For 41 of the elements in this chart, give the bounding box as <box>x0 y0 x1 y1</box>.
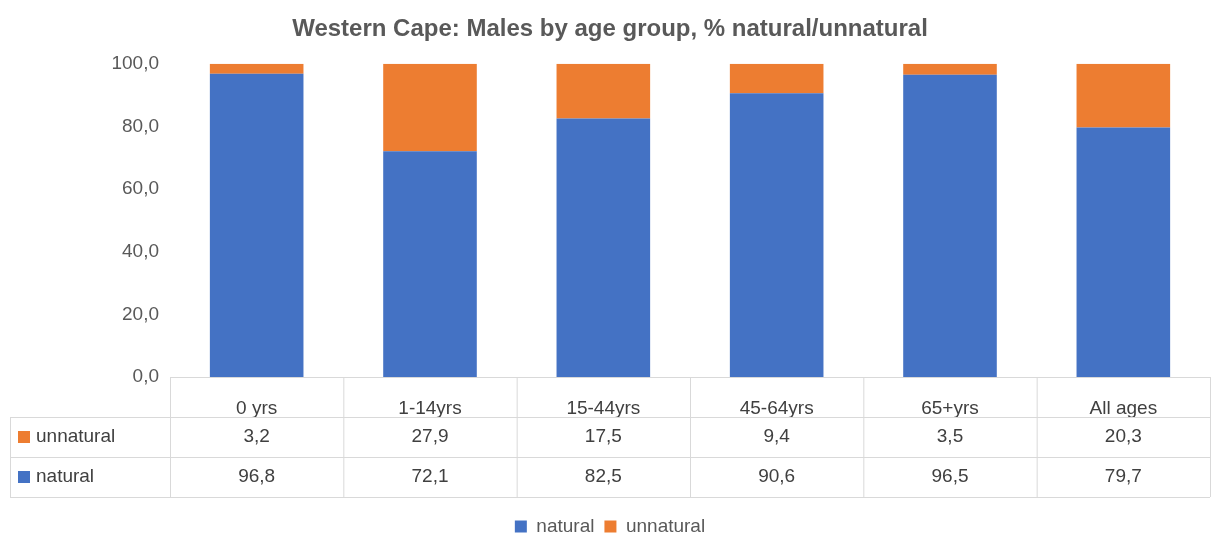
x-tick-label: 65+yrs <box>921 396 979 418</box>
bar <box>1076 63 1171 128</box>
bar <box>903 63 997 75</box>
chart-title: Western Cape: Males by age group, % natural/unnatural <box>292 14 928 42</box>
y-tick-label: 0,0 <box>132 365 159 387</box>
bar <box>383 151 477 377</box>
y-tick-label: 100,0 <box>111 52 159 74</box>
x-tick-label: All ages <box>1089 396 1158 418</box>
text: unnatural <box>625 514 706 536</box>
text: 20,3 <box>1104 425 1142 447</box>
x-tick-label: 45-64yrs <box>739 396 814 418</box>
text: 79,7 <box>1104 465 1142 487</box>
text: 9,4 <box>763 425 790 447</box>
legend-label: natural <box>536 514 595 536</box>
bar <box>383 63 477 152</box>
y-tick-label: 20,0 <box>122 302 159 324</box>
bar <box>729 63 824 94</box>
text: 90,6 <box>758 465 796 487</box>
x-tick-label: 1-14yrs <box>398 396 462 418</box>
text: 82,5 <box>584 465 622 487</box>
bar <box>556 63 651 119</box>
text: 27,9 <box>411 425 449 447</box>
bar <box>729 93 824 377</box>
text: 3,2 <box>243 425 270 447</box>
bar <box>209 73 304 377</box>
bar <box>903 74 997 377</box>
bar <box>556 118 651 377</box>
text: 72,1 <box>411 465 449 487</box>
text: 17,5 <box>584 425 622 447</box>
y-tick-label: 80,0 <box>122 114 159 136</box>
text: natural <box>36 465 95 487</box>
text: 96,8 <box>238 465 276 487</box>
x-tick-label: 0 yrs <box>236 396 278 418</box>
bar <box>209 63 304 74</box>
y-tick-label: 60,0 <box>122 177 159 199</box>
text: 3,5 <box>936 425 964 447</box>
x-tick-label: 15-44yrs <box>566 396 641 418</box>
bar <box>1076 127 1171 377</box>
text: 96,5 <box>931 465 969 487</box>
legend-label: unnatural <box>36 425 116 447</box>
y-tick-label: 40,0 <box>122 239 159 261</box>
